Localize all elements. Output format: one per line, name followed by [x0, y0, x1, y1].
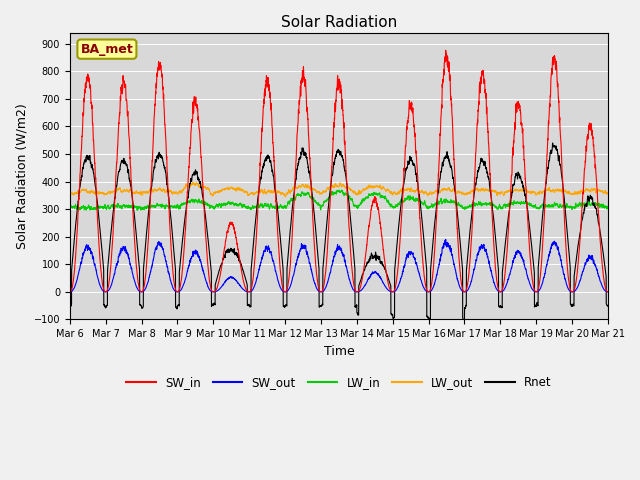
LW_out — [163, 188, 170, 193]
Title: Solar Radiation: Solar Radiation — [281, 15, 397, 30]
LW_in — [66, 204, 74, 210]
LW_in — [430, 204, 438, 209]
Rnet — [319, 301, 326, 307]
LW_in — [604, 206, 612, 212]
SW_out — [604, 289, 612, 295]
SW_out — [163, 262, 170, 267]
Rnet — [430, 232, 438, 238]
SW_in — [429, 263, 437, 269]
SW_out — [66, 289, 74, 295]
Text: BA_met: BA_met — [81, 43, 133, 56]
Rnet — [163, 177, 170, 183]
Rnet — [549, 140, 557, 146]
SW_in — [460, 288, 467, 294]
SW_out — [319, 288, 326, 294]
Rnet — [604, 303, 612, 309]
Rnet — [460, 317, 467, 323]
SW_in — [604, 289, 611, 295]
SW_out — [604, 289, 611, 295]
SW_in — [604, 289, 612, 295]
SW_out — [430, 284, 438, 289]
LW_in — [163, 203, 170, 209]
Line: Rnet: Rnet — [70, 143, 608, 321]
Line: SW_out: SW_out — [70, 240, 608, 292]
LW_out — [319, 189, 326, 195]
LW_in — [604, 204, 611, 209]
LW_out — [604, 190, 612, 196]
Rnet — [425, 318, 433, 324]
LW_out — [282, 194, 289, 200]
SW_out — [460, 289, 467, 295]
LW_out — [189, 180, 196, 185]
Y-axis label: Solar Radiation (W/m2): Solar Radiation (W/m2) — [15, 103, 28, 249]
LW_out — [490, 188, 498, 194]
LW_in — [338, 187, 346, 193]
SW_in — [490, 245, 498, 251]
Line: SW_in: SW_in — [70, 50, 608, 292]
Line: LW_out: LW_out — [70, 182, 608, 197]
Rnet — [490, 219, 498, 225]
LW_in — [490, 203, 498, 209]
Rnet — [66, 303, 74, 309]
LW_out — [66, 190, 74, 195]
Legend: SW_in, SW_out, LW_in, LW_out, Rnet: SW_in, SW_out, LW_in, LW_out, Rnet — [122, 372, 556, 394]
LW_in — [319, 203, 326, 209]
Rnet — [604, 302, 611, 308]
LW_out — [430, 190, 438, 195]
SW_in — [442, 48, 449, 53]
LW_in — [460, 204, 467, 210]
X-axis label: Time: Time — [323, 345, 355, 358]
SW_out — [442, 237, 449, 242]
LW_in — [133, 207, 141, 213]
SW_in — [319, 288, 326, 293]
LW_out — [604, 191, 611, 196]
SW_out — [490, 280, 498, 286]
SW_in — [66, 289, 74, 295]
SW_in — [163, 156, 170, 162]
SW_out — [209, 289, 217, 295]
Line: LW_in: LW_in — [70, 190, 608, 210]
LW_out — [460, 191, 467, 197]
